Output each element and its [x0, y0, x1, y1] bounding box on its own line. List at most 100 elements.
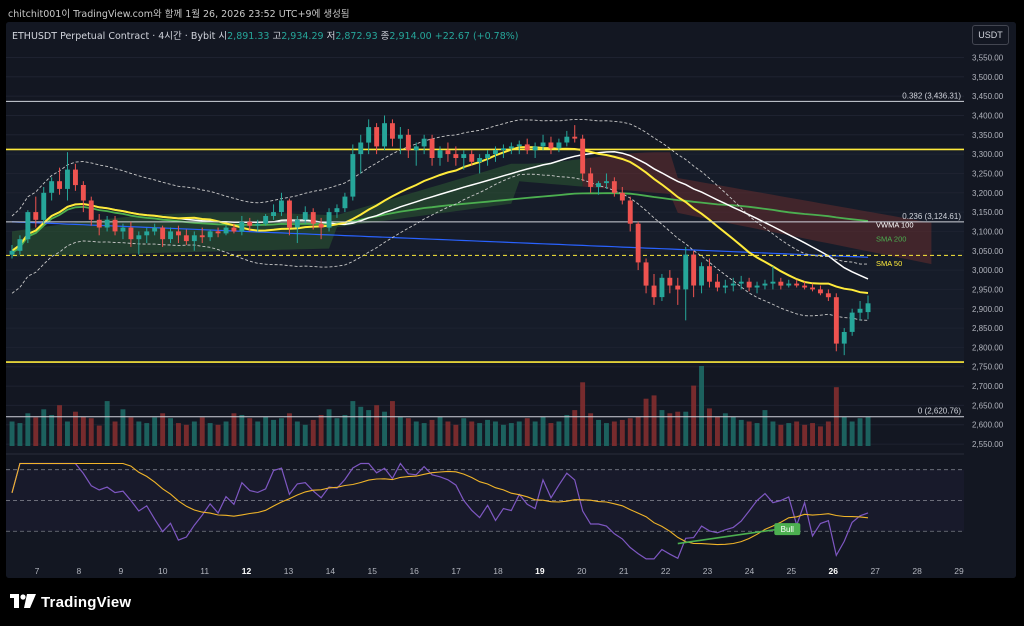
indicator-lines	[6, 100, 964, 418]
volume-bar	[437, 416, 443, 446]
volume-bar	[730, 416, 736, 446]
symbol-name[interactable]: ETHUSDT Perpetual Contract · 4시간 · Bybit	[12, 31, 216, 42]
volume-bar	[611, 421, 617, 446]
volume-bar	[865, 416, 871, 446]
volume-bar	[572, 410, 578, 446]
volume-bar	[516, 421, 522, 446]
volume-bar	[231, 413, 237, 446]
candle-body	[96, 219, 102, 228]
volume-bar	[762, 410, 768, 446]
chart-panel[interactable]: 0.382 (3,436.31) 0.236 (3,124.61) 0 (2,620…	[6, 22, 1016, 578]
time-tick-label: 12	[242, 566, 252, 576]
volume-bar	[485, 419, 490, 446]
price-tick-label: 3,050.00	[972, 247, 1004, 256]
candle-body	[770, 281, 776, 284]
volume-bar	[857, 418, 863, 446]
volume-bar	[191, 421, 197, 446]
candle-body	[501, 148, 506, 151]
candle-body	[738, 281, 744, 284]
candle-body	[469, 154, 475, 162]
candle-body	[334, 208, 340, 213]
candle-body	[49, 181, 55, 193]
volume-bar	[421, 423, 427, 446]
candle-body	[183, 235, 189, 242]
volume-bar	[651, 395, 657, 446]
candle-body	[413, 146, 419, 151]
volume-bar	[564, 415, 570, 446]
volume-bar	[596, 419, 601, 446]
volume-bar	[223, 421, 229, 446]
candle-body	[810, 287, 815, 290]
candle-body	[176, 231, 181, 236]
candle-body	[294, 219, 300, 228]
volume-bar	[627, 418, 633, 446]
time-tick-label: 14	[326, 566, 336, 576]
volume-bar	[746, 421, 752, 446]
volume-bar	[215, 424, 221, 446]
sma-50-line	[11, 146, 869, 294]
time-tick-label: 29	[954, 566, 964, 576]
volume-bar	[619, 419, 625, 446]
price-tick-label: 3,300.00	[972, 150, 1004, 159]
candle-body	[112, 219, 118, 232]
volume-bar	[493, 421, 498, 446]
candle-body	[405, 134, 411, 151]
volume-bar	[112, 421, 118, 446]
candle-body	[524, 144, 530, 151]
volume-bar	[683, 411, 689, 446]
candle-body	[619, 192, 625, 201]
brand-name: TradingView	[41, 594, 132, 611]
volume-bar	[33, 417, 39, 446]
volume-bar	[524, 418, 530, 446]
bull-label: Bull	[781, 525, 795, 534]
candle-body	[849, 312, 855, 332]
candle-body	[421, 138, 427, 147]
volume-bar	[501, 424, 506, 446]
time-tick-label: 17	[451, 566, 461, 576]
price-tick-label: 2,800.00	[972, 343, 1004, 352]
candle-body	[627, 200, 633, 224]
candle-body	[516, 144, 522, 147]
candle-body	[611, 181, 617, 193]
candle-body	[707, 266, 712, 282]
tradingview-logo[interactable]: TradingView	[10, 594, 131, 612]
price-tick-label: 3,250.00	[972, 169, 1004, 178]
band-upper	[11, 118, 869, 265]
volume-bar	[715, 416, 720, 446]
volume-bar	[429, 419, 435, 446]
time-tick-label: 21	[619, 566, 629, 576]
candle-body	[429, 138, 435, 158]
candle-body	[144, 231, 150, 236]
volume-bar	[144, 423, 150, 446]
volume-bar	[778, 424, 784, 446]
rsi-pane: 60.0040.0020.00Bull	[6, 453, 1016, 560]
volume-bar	[350, 401, 356, 446]
chart-canvas[interactable]: 0.382 (3,436.31) 0.236 (3,124.61) 0 (2,620…	[6, 22, 1016, 578]
rsi-line	[11, 462, 869, 560]
high-value: 2,934.29	[281, 31, 324, 42]
candle-body	[374, 127, 380, 147]
candle-body	[604, 181, 609, 184]
candle-body	[461, 154, 467, 158]
symbol-legend[interactable]: ETHUSDT Perpetual Contract · 4시간 · Bybit…	[12, 28, 519, 42]
volume-bar	[88, 418, 94, 446]
candle-body	[596, 183, 601, 187]
time-tick-label: 24	[745, 566, 755, 576]
volume-bar	[80, 416, 86, 446]
time-tick-label: 28	[912, 566, 922, 576]
volume-bar	[9, 421, 15, 446]
candle-body	[263, 216, 269, 224]
candle-body	[802, 285, 808, 288]
volume-bar	[802, 424, 808, 446]
time-tick-label: 26	[829, 566, 839, 576]
volume-bar	[294, 421, 300, 446]
candle-body	[326, 212, 332, 228]
volume-bar	[556, 421, 562, 446]
currency-button[interactable]: USDT	[972, 25, 1009, 45]
volume-bar	[120, 409, 126, 446]
indicator-label: VWMA 100	[876, 220, 914, 229]
candle-body	[255, 223, 261, 226]
candle-body	[17, 239, 23, 251]
volume-bar	[453, 424, 459, 446]
candle-body	[477, 158, 483, 162]
